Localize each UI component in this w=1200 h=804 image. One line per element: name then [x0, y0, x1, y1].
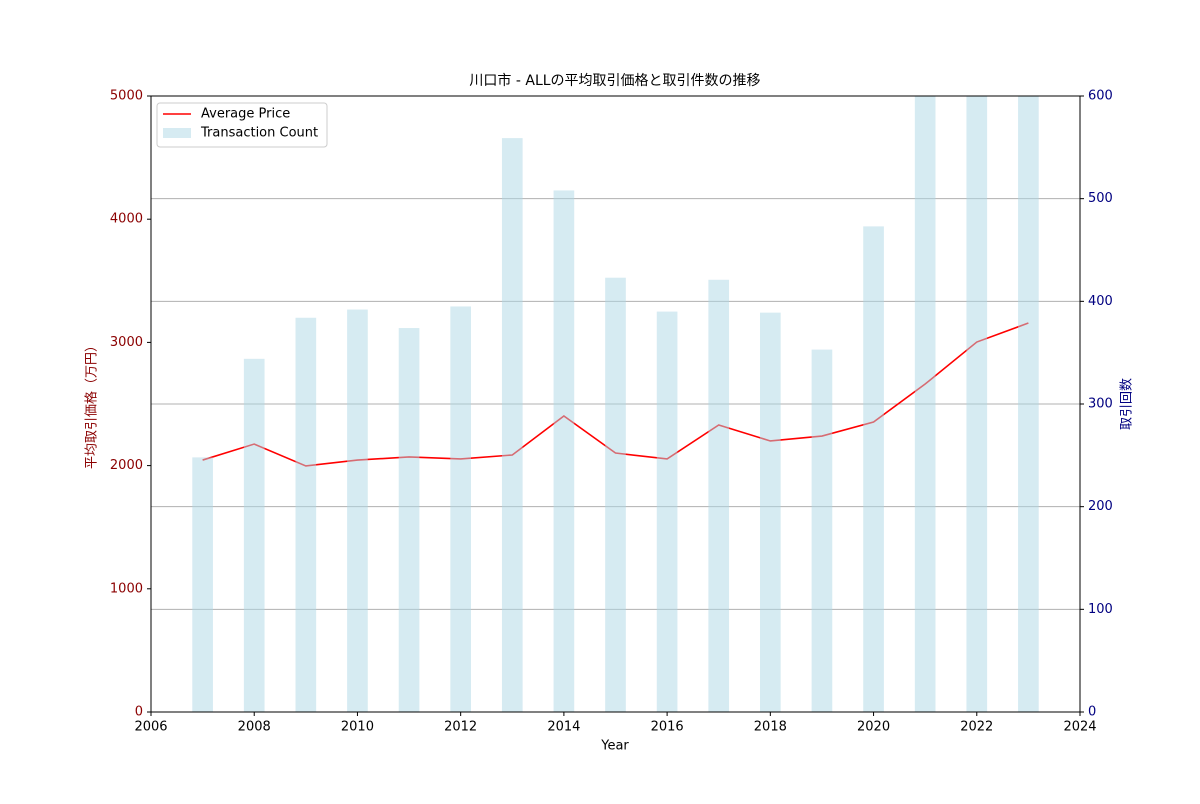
bar — [192, 457, 213, 712]
y-tick-label: 2000 — [110, 458, 143, 473]
bar — [760, 312, 781, 712]
bar — [708, 279, 730, 712]
x-tick-label: 2014 — [547, 720, 580, 735]
x-tick-label: 2016 — [651, 720, 684, 735]
plot-area — [192, 96, 1039, 712]
bar — [863, 226, 884, 712]
y2-tick-label: 500 — [1088, 191, 1113, 206]
x-tick-label: 2010 — [341, 720, 374, 735]
y2-tick-label: 0 — [1088, 705, 1096, 720]
legend-swatch — [163, 128, 191, 138]
y2-tick-label: 600 — [1088, 89, 1113, 104]
legend-box — [156, 102, 328, 148]
bar — [656, 311, 678, 712]
x-tick-label: 2018 — [754, 720, 787, 735]
y-tick-label: 1000 — [110, 581, 143, 596]
y2-tick-label: 400 — [1088, 294, 1113, 309]
x-tick-label: 2024 — [1063, 720, 1096, 735]
bar — [501, 138, 523, 712]
x-tick-label: 2012 — [444, 720, 477, 735]
chart-title: 川口市 - ALLの平均取引価格と取引件数の推移 — [469, 72, 760, 89]
x-axis-label: Year — [600, 739, 629, 754]
y-tick-label: 0 — [135, 705, 143, 720]
bar — [295, 317, 317, 712]
y-tick-label: 5000 — [110, 89, 143, 104]
x-tick-label: 2022 — [960, 720, 993, 735]
y-tick-label: 3000 — [110, 335, 143, 350]
y-tick-label: 4000 — [110, 212, 143, 227]
bar — [1018, 96, 1039, 712]
bar — [811, 349, 833, 712]
bar — [398, 328, 420, 712]
y2-tick-label: 100 — [1088, 602, 1113, 617]
bar — [914, 96, 936, 712]
bar — [605, 277, 626, 712]
bar — [347, 309, 368, 712]
bar — [450, 306, 471, 712]
bar — [243, 358, 265, 712]
y-axis-label: 平均取引価格（万円） — [84, 339, 100, 469]
legend-label: Average Price — [201, 107, 290, 122]
x-tick-label: 2008 — [238, 720, 271, 735]
y2-axis-label: 取引回数 — [1120, 378, 1135, 430]
y2-tick-label: 300 — [1088, 397, 1113, 412]
x-tick-label: 2006 — [134, 720, 167, 735]
x-tick-label: 2020 — [857, 720, 890, 735]
legend-label: Transaction Count — [200, 126, 318, 141]
bar — [553, 190, 575, 712]
bar — [966, 96, 988, 712]
y2-tick-label: 200 — [1088, 499, 1113, 514]
